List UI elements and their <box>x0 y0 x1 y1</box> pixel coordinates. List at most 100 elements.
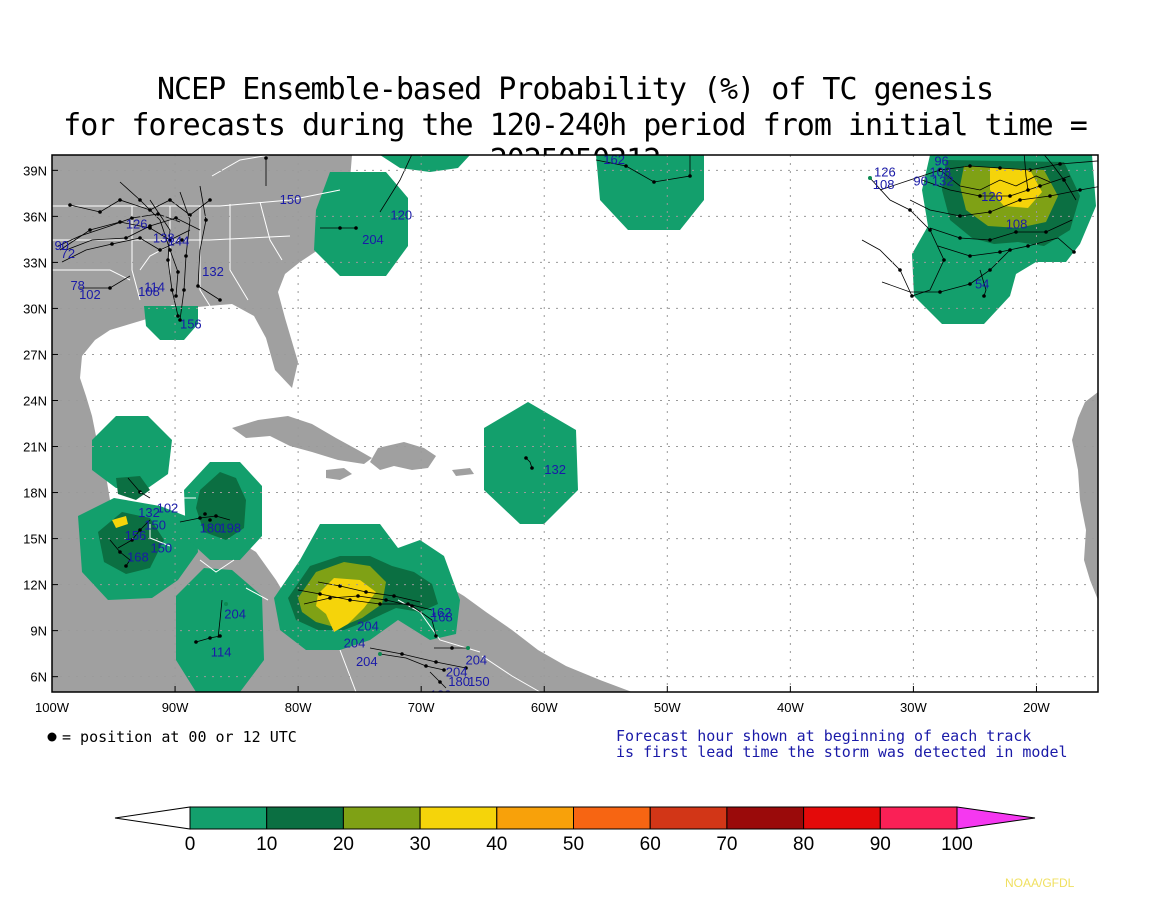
track-hour-label: 204 <box>344 636 366 651</box>
land-jamaica <box>326 468 352 480</box>
lon-label: 100W <box>35 700 70 715</box>
title-line-2: for forecasts during the 120-240h period… <box>63 108 1088 178</box>
track-hour-label: 150 <box>150 540 172 555</box>
map-area: 1501202041261381449072132781021141081561… <box>52 154 1098 703</box>
track-hour-labels: 1501202041261381449072132781021141081561… <box>54 154 1028 703</box>
lat-label: 12N <box>23 578 47 593</box>
colorbar-low-arrow <box>114 806 191 830</box>
position-note: = position at 00 or 12 UTC <box>62 728 297 746</box>
track-hour-label: 108 <box>873 177 895 192</box>
track-hour-label: 90 <box>913 174 927 189</box>
colorbar-label: 50 <box>563 834 584 855</box>
track-hour-label: 198 <box>219 520 241 535</box>
colorbar-swatch <box>649 806 728 830</box>
lon-label: 20W <box>1023 700 1050 715</box>
land-cuba <box>232 416 372 464</box>
colorbar-swatch <box>803 806 881 830</box>
colorbar-swatch <box>496 806 574 830</box>
lat-label: 33N <box>23 255 47 270</box>
colorbar-swatch <box>189 806 268 830</box>
position-dot-icon <box>47 732 57 742</box>
track-hour-label: 150 <box>280 192 302 207</box>
lat-label: 15N <box>23 532 47 547</box>
track-hour-label: 72 <box>61 246 75 261</box>
title-line-1: NCEP Ensemble-based Probability (%) of T… <box>156 72 994 107</box>
lon-label: 50W <box>654 700 681 715</box>
track-hour-label: 132 <box>138 505 160 520</box>
track-hour-label: 168 <box>431 609 453 624</box>
track-hour-label: 132 <box>202 264 224 279</box>
track-points <box>68 156 1082 684</box>
track-hour-label: 78 <box>70 278 84 293</box>
track-hour-label: 126 <box>126 217 148 232</box>
lat-label: 39N <box>23 163 47 178</box>
track-hour-label: 204 <box>356 654 378 669</box>
track-hour-label: 108 <box>138 284 160 299</box>
track-hour-label: 102 <box>157 500 179 515</box>
latitude-labels: 39N 36N 33N 30N 27N 24N 21N 18N 15N 12N 9N 6N <box>23 163 47 684</box>
lat-label: 18N <box>23 486 47 501</box>
track-hour-label: 204 <box>357 619 379 634</box>
longitude-labels: 100W 90W 80W 70W 60W 50W 40W 30W 20W <box>35 700 1051 715</box>
colorbar-label: 90 <box>870 834 891 855</box>
lon-label: 30W <box>900 700 927 715</box>
lat-label: 9N <box>30 624 47 639</box>
colorbar-label: 30 <box>410 834 431 855</box>
land-puerto-rico <box>452 468 474 476</box>
lon-label: 40W <box>777 700 804 715</box>
track-hour-label: 204 <box>465 652 487 667</box>
track-hour-label: 132 <box>544 462 566 477</box>
colorbar <box>114 806 1036 830</box>
track-hour-label: 138 <box>153 230 175 245</box>
land-africa <box>1072 392 1098 600</box>
track-hour-label: 126 <box>981 189 1003 204</box>
lat-label: 6N <box>30 670 47 685</box>
track-hour-label: 180 <box>448 674 470 689</box>
lat-lon-grid <box>52 155 1098 692</box>
colorbar-label: 10 <box>256 834 277 855</box>
lon-label: 70W <box>408 700 435 715</box>
track-hour-label: 120 <box>390 207 412 222</box>
credit: NOAA/GFDL <box>1005 876 1075 890</box>
lat-label: 27N <box>23 347 47 362</box>
colorbar-label: 70 <box>716 834 737 855</box>
track-hour-label: 204 <box>362 232 384 247</box>
track-hour-label: 180 <box>200 520 222 535</box>
track-hour-label: 108 <box>929 164 951 179</box>
colorbar-labels: 0 10 20 30 40 50 60 70 80 90 100 <box>185 834 973 855</box>
lon-label: 80W <box>285 700 312 715</box>
track-hour-label: 90 <box>54 238 68 253</box>
track-start-points <box>224 176 872 656</box>
forecast-hour-note-2: is first lead time the storm was detecte… <box>616 743 1068 761</box>
colorbar-swatch <box>879 806 958 830</box>
colorbar-label: 40 <box>486 834 507 855</box>
track-hour-label: 114 <box>211 645 232 660</box>
track-hour-label: 150 <box>144 517 166 532</box>
track-hour-label: 102 <box>79 287 101 302</box>
lat-label: 36N <box>23 209 47 224</box>
colorbar-label: 0 <box>185 834 196 855</box>
axis-ticks <box>51 169 1037 692</box>
track-hour-label: 54 <box>975 276 989 291</box>
colorbar-swatch <box>266 806 344 830</box>
colorbar-swatch <box>342 806 421 830</box>
track-hour-label: 138 <box>430 688 452 703</box>
track-hour-label: 162 <box>430 605 452 620</box>
genesis-probability <box>78 155 1096 692</box>
track-hour-label: 132 <box>932 174 954 189</box>
colorbar-swatch <box>573 806 651 830</box>
track-hour-label: 156 <box>180 316 202 331</box>
colorbar-label: 20 <box>333 834 354 855</box>
track-hour-label: 126 <box>874 164 896 179</box>
lat-label: 24N <box>23 393 47 408</box>
track-hour-label: 108 <box>1006 217 1028 232</box>
lon-label: 90W <box>162 700 189 715</box>
colorbar-label: 80 <box>793 834 814 855</box>
colorbar-label: 100 <box>941 834 973 855</box>
colorbar-swatch <box>419 806 498 830</box>
track-hour-label: 204 <box>224 606 246 621</box>
track-hour-label: 168 <box>127 550 149 565</box>
track-hour-label: 96 <box>934 154 948 169</box>
lon-label: 60W <box>531 700 558 715</box>
